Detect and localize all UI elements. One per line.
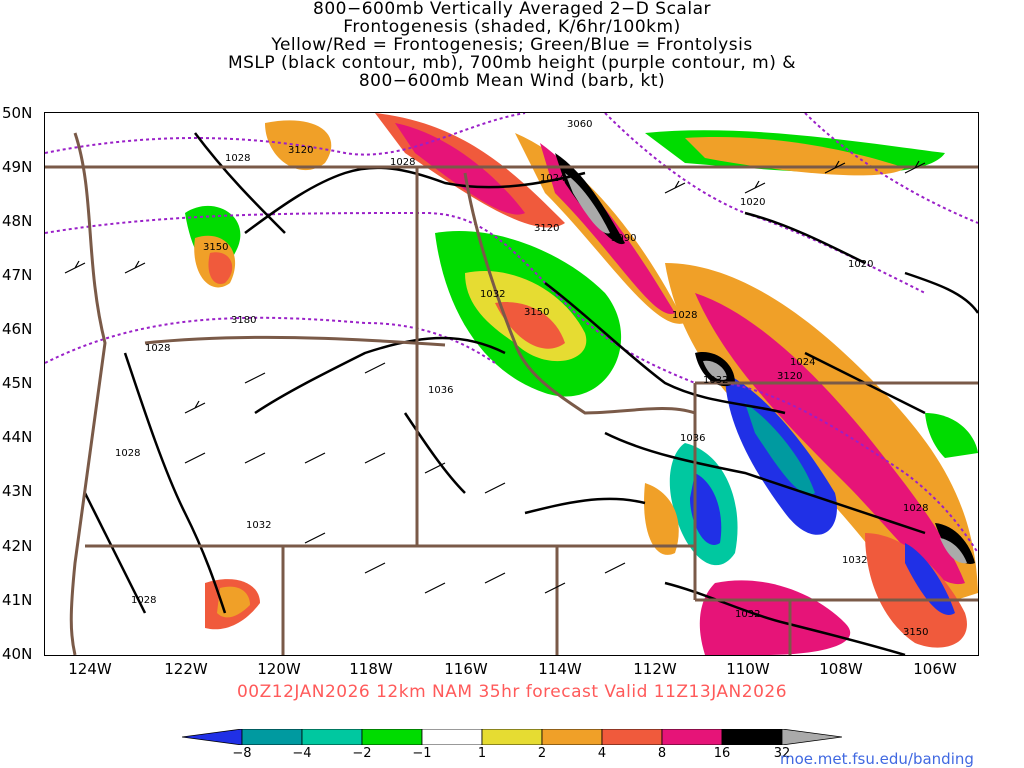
lon-label-116w: 116W <box>444 660 488 678</box>
title-line-2: Frontogenesis (shaded, K/6hr/100km) <box>343 17 681 37</box>
mslp-label: 1028 <box>131 595 156 606</box>
colorbar-label: −2 <box>352 746 372 761</box>
lon-label-114w: 114W <box>538 660 582 678</box>
title-line-5: 800−600mb Mean Wind (barb, kt) <box>358 71 666 91</box>
height-label: 3090 <box>611 233 636 244</box>
lat-label-49n: 49N <box>2 158 33 176</box>
lat-label-44n: 44N <box>2 428 33 446</box>
mslp-label: 1020 <box>848 259 873 270</box>
wind-barbs <box>64 160 926 594</box>
mslp-label: 1028 <box>145 343 170 354</box>
mslp-label: 1032 <box>246 520 271 531</box>
lat-label-50n: 50N <box>2 104 33 122</box>
map-panel: 1028 1028 1024 1020 1020 1032 1028 1028 … <box>44 112 979 656</box>
mslp-label: 1028 <box>672 310 697 321</box>
mslp-label: 1032 <box>735 609 760 620</box>
colorbar-label: 2 <box>537 746 547 761</box>
height-label: 3120 <box>777 371 802 382</box>
height-label: 3120 <box>288 145 313 156</box>
lon-label-120w: 120W <box>257 660 301 678</box>
colorbar-label: 32 <box>773 746 791 761</box>
lat-label-43n: 43N <box>2 482 33 500</box>
lat-label-48n: 48N <box>2 212 33 230</box>
mslp-contours <box>83 132 978 655</box>
mslp-label: 1024 <box>790 357 815 368</box>
height-label: 3120 <box>534 223 559 234</box>
colorbar-label: 16 <box>713 746 731 761</box>
colorbar-label: −8 <box>232 746 252 761</box>
height-contours <box>45 113 978 554</box>
lon-label-112w: 112W <box>633 660 677 678</box>
height-label: 3150 <box>524 307 549 318</box>
lon-label-124w: 124W <box>68 660 112 678</box>
mslp-label: 1020 <box>740 197 765 208</box>
title-block: 800−600mb Vertically Averaged 2−D Scalar… <box>0 0 1024 90</box>
colorbar-label: −4 <box>292 746 312 761</box>
lat-label-42n: 42N <box>2 537 33 555</box>
height-label: 3150 <box>903 627 928 638</box>
lat-label-47n: 47N <box>2 266 33 284</box>
lon-label-118w: 118W <box>349 660 393 678</box>
mslp-label: 1032 <box>703 375 728 386</box>
lon-label-108w: 108W <box>819 660 863 678</box>
mslp-label: 1024 <box>540 173 565 184</box>
mslp-label: 1032 <box>842 555 867 566</box>
map-canvas: 1028 1028 1024 1020 1020 1032 1028 1028 … <box>45 113 978 655</box>
title-line-1: 800−600mb Vertically Averaged 2−D Scalar <box>313 0 711 19</box>
credit-link[interactable]: moe.met.fsu.edu/banding <box>780 750 974 768</box>
colorbar-label: −1 <box>412 746 432 761</box>
lat-label-41n: 41N <box>2 591 33 609</box>
mslp-label: 1028 <box>390 157 415 168</box>
colorbar <box>182 729 842 745</box>
colorbar-label: 4 <box>597 746 607 761</box>
height-label: 3180 <box>231 315 256 326</box>
colorbar-label: 1 <box>477 746 487 761</box>
height-label: 3060 <box>567 119 592 130</box>
state-boundaries <box>45 132 978 655</box>
lat-label-45n: 45N <box>2 374 33 392</box>
height-label: 3150 <box>203 242 228 253</box>
lon-label-106w: 106W <box>913 660 957 678</box>
mslp-label: 1028 <box>225 153 250 164</box>
mslp-label: 1036 <box>428 385 453 396</box>
mslp-label: 1028 <box>115 448 140 459</box>
mslp-label: 1028 <box>903 503 928 514</box>
lon-label-110w: 110W <box>726 660 770 678</box>
lat-label-40n: 40N <box>2 645 33 663</box>
forecast-valid-line: 00Z12JAN2026 12km NAM 35hr forecast Vali… <box>236 682 788 702</box>
lon-label-122w: 122W <box>164 660 208 678</box>
mslp-label: 1032 <box>480 289 505 300</box>
title-line-3: Yellow/Red = Frontogenesis; Green/Blue =… <box>271 35 753 55</box>
title-line-4: MSLP (black contour, mb), 700mb height (… <box>227 53 797 73</box>
colorbar-label: 8 <box>657 746 667 761</box>
lat-label-46n: 46N <box>2 320 33 338</box>
contour-labels: 1028 1028 1024 1020 1020 1032 1028 1028 … <box>115 119 928 638</box>
mslp-label: 1036 <box>680 433 705 444</box>
